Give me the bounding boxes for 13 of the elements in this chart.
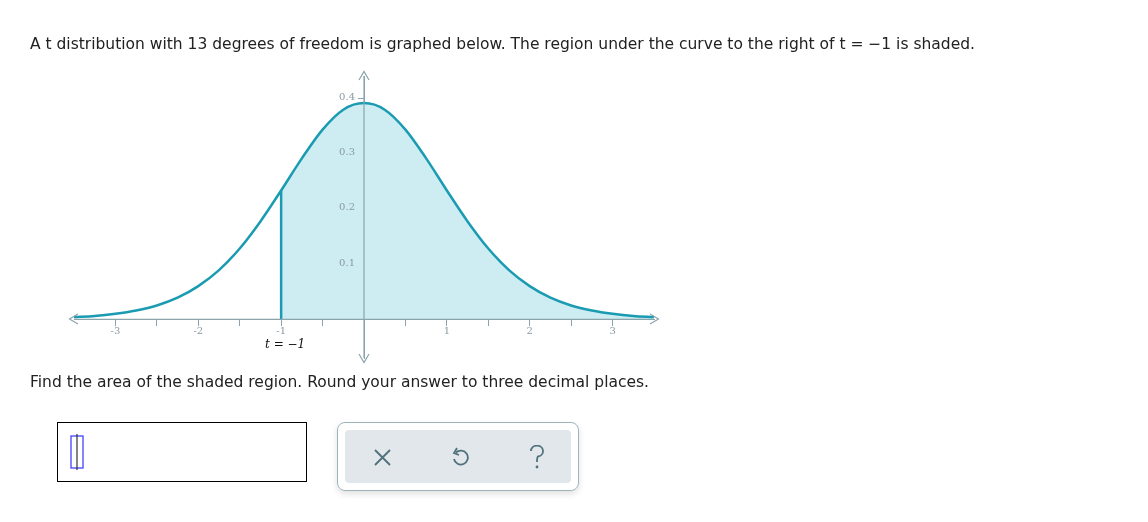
x-tick-label: -3 [110, 324, 121, 336]
ref-line-label: t = −1 [265, 337, 306, 352]
y-tick-label: 0.1 [339, 256, 355, 268]
text: Find the area of the shaded region. Round your answer to three decimal places. [30, 373, 650, 391]
chart-title: A t distribution with 13 degrees of freedom is graphed below. The region under the curve to the right of t = −1 is shaded. [30, 35, 975, 53]
x-tick-label: -1 [276, 324, 287, 336]
x-tick-label: 3 [609, 324, 616, 336]
y-tick-label: 0.2 [339, 201, 355, 213]
x-tick-label: 2 [526, 324, 533, 336]
y-tick-label: 0.4 [339, 90, 355, 102]
x-tick-label: 1 [443, 324, 451, 336]
y-tick-label: 0.3 [339, 146, 355, 158]
x-tick-label: -2 [193, 324, 204, 336]
